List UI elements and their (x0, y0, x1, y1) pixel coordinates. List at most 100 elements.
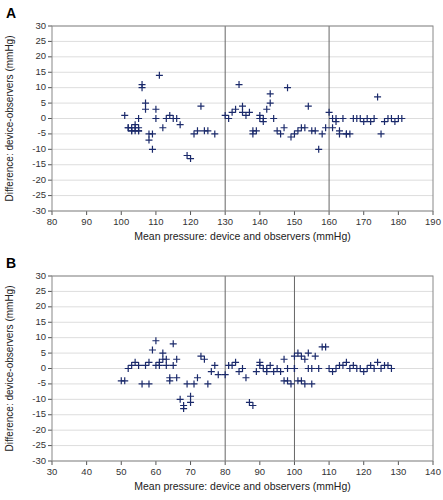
y-tick-label: 30 (35, 270, 46, 281)
x-tick (155, 461, 156, 465)
point (329, 124, 336, 131)
y-tick-label: -10 (32, 393, 46, 404)
point (263, 106, 270, 113)
point (315, 146, 322, 153)
point (187, 393, 194, 400)
point (173, 115, 180, 122)
x-tick (294, 211, 295, 215)
point (242, 112, 249, 119)
x-tick (190, 211, 191, 215)
point (253, 127, 260, 134)
point (346, 130, 353, 137)
point (125, 365, 132, 372)
y-tick-label: -30 (32, 205, 46, 216)
point (159, 124, 166, 131)
point (135, 115, 142, 122)
x-tick-label: 120 (356, 466, 372, 477)
y-tick-label: 25 (35, 35, 46, 46)
x-tick (52, 461, 53, 465)
point (204, 380, 211, 387)
point (378, 130, 385, 137)
y-tick-label: -30 (32, 455, 46, 466)
y-tick (48, 445, 52, 446)
point (284, 84, 291, 91)
point (121, 377, 128, 384)
point (291, 353, 298, 360)
point (152, 337, 159, 344)
y-tick (48, 41, 52, 42)
point (326, 109, 333, 116)
plot-area (118, 276, 395, 461)
grid-line (52, 383, 433, 384)
point (367, 362, 374, 369)
y-tick (48, 195, 52, 196)
y-tick-label: 25 (35, 285, 46, 296)
x-tick-label: 100 (113, 216, 129, 227)
point (371, 115, 378, 122)
grid-line (52, 445, 433, 446)
x-tick (363, 211, 364, 215)
partition-line (225, 276, 226, 461)
point (388, 365, 395, 372)
point (211, 362, 218, 369)
y-axis-label: Difference: device-observers (mmHg) (4, 36, 15, 202)
point (184, 152, 191, 159)
y-tick-label: -5 (38, 127, 46, 138)
point (270, 115, 277, 122)
point (308, 365, 315, 372)
x-tick-label: 60 (151, 466, 162, 477)
y-tick (48, 430, 52, 431)
panel-label: A (6, 5, 16, 21)
point (291, 130, 298, 137)
point (364, 365, 371, 372)
point (281, 356, 288, 363)
point (239, 365, 246, 372)
x-tick (398, 211, 399, 215)
x-tick-label: 90 (81, 216, 92, 227)
point (152, 115, 159, 122)
y-tick (48, 211, 52, 212)
x-tick-label: 160 (321, 216, 337, 227)
point (215, 371, 222, 378)
panel: -30-25-20-15-10-505101520253080901001101… (4, 5, 441, 242)
point (121, 112, 128, 119)
x-tick-label: 140 (252, 216, 268, 227)
y-tick-label: 0 (41, 362, 46, 373)
point (142, 100, 149, 107)
y-tick-label: 10 (35, 81, 46, 92)
y-tick (48, 72, 52, 73)
y-tick (48, 180, 52, 181)
grid-line (52, 41, 433, 42)
point (145, 380, 152, 387)
x-tick-label: 100 (287, 466, 303, 477)
point (201, 356, 208, 363)
y-tick (48, 118, 52, 119)
y-tick (48, 276, 52, 277)
point (305, 350, 312, 357)
x-tick (155, 211, 156, 215)
point (135, 127, 142, 134)
point (322, 343, 329, 350)
y-tick (48, 26, 52, 27)
point (225, 115, 232, 122)
x-tick (259, 211, 260, 215)
y-tick (48, 291, 52, 292)
x-tick (225, 211, 226, 215)
point (145, 137, 152, 144)
y-tick-label: -5 (38, 377, 46, 388)
point (308, 380, 315, 387)
point (187, 155, 194, 162)
point (319, 130, 326, 137)
point (149, 146, 156, 153)
grid-line (52, 353, 433, 354)
grid-line (52, 87, 433, 88)
point (267, 100, 274, 107)
point (163, 115, 170, 122)
point (191, 130, 198, 137)
point (135, 127, 142, 134)
point (357, 115, 364, 122)
point (149, 130, 156, 137)
y-tick (48, 103, 52, 104)
point (253, 368, 260, 375)
x-tick-label: 50 (116, 466, 127, 477)
